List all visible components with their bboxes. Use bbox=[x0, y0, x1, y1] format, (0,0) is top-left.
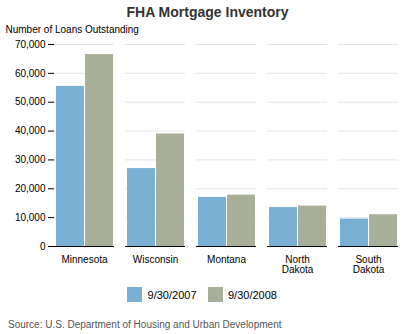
svg-text:40,000: 40,000 bbox=[15, 125, 46, 136]
svg-text:SouthDakota: SouthDakota bbox=[353, 254, 385, 275]
svg-text:Montana: Montana bbox=[207, 254, 246, 265]
html-text:9/30/2008: 9/30/2008 bbox=[228, 288, 277, 301]
svg-text:Minnesota: Minnesota bbox=[61, 254, 108, 265]
svg-text:Number of Loans Outstanding: Number of Loans Outstanding bbox=[6, 24, 139, 35]
html-text:FHA Mortgage Inventory: FHA Mortgage Inventory bbox=[126, 4, 289, 20]
svg-text:NorthDakota: NorthDakota bbox=[282, 254, 314, 275]
svg-text:60,000: 60,000 bbox=[15, 68, 46, 79]
svg-text:50,000: 50,000 bbox=[15, 96, 46, 107]
svg-text:Wisconsin: Wisconsin bbox=[133, 254, 179, 265]
svg-text:20,000: 20,000 bbox=[15, 183, 46, 194]
svg-text:30,000: 30,000 bbox=[15, 154, 46, 165]
svg-text:0: 0 bbox=[40, 241, 46, 252]
svg-text:10,000: 10,000 bbox=[15, 212, 46, 223]
html-text:9/30/2007: 9/30/2007 bbox=[147, 288, 197, 301]
svg-text:70,000: 70,000 bbox=[15, 39, 46, 50]
html-text:Source: U.S. Department of Hou: Source: U.S. Department of Housing and U… bbox=[8, 318, 282, 330]
